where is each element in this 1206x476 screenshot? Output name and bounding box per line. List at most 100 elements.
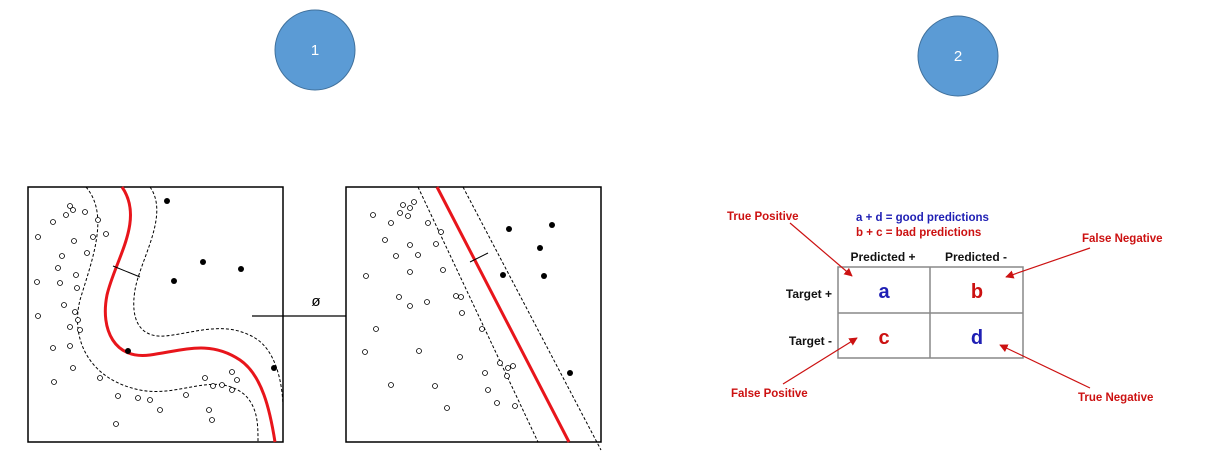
false-positive-arrow — [782, 337, 858, 385]
false-negative-arrow — [1005, 247, 1091, 279]
input-margin-indicator — [112, 265, 141, 278]
hollow-point — [157, 407, 163, 413]
cell-a: a — [878, 281, 890, 303]
hollow-point — [97, 375, 103, 381]
solid-point — [500, 272, 506, 278]
false-positive-label: False Positive — [731, 388, 808, 400]
solid-point — [171, 278, 177, 284]
hollow-point — [396, 294, 402, 300]
true-negative-arrow — [999, 344, 1091, 389]
hollow-point — [388, 382, 394, 388]
feature-margin-inner — [417, 186, 539, 443]
solid-point — [537, 245, 543, 251]
feature-margin-outer — [462, 186, 602, 451]
hollow-point — [362, 349, 368, 355]
hollow-point — [424, 299, 430, 305]
hollow-point — [505, 365, 511, 371]
solid-point — [238, 266, 244, 272]
hollow-point — [497, 360, 503, 366]
input-margin-outer — [133, 186, 284, 406]
hollow-point — [397, 210, 403, 216]
hollow-point — [485, 387, 491, 393]
hollow-point — [209, 417, 215, 423]
solid-point — [271, 365, 277, 371]
hollow-point — [438, 229, 444, 235]
matrix-grid — [837, 266, 1024, 359]
hollow-point — [70, 207, 76, 213]
feature-hollow-points — [362, 199, 518, 411]
hollow-point — [70, 365, 76, 371]
hollow-point — [440, 267, 446, 273]
solid-point — [506, 226, 512, 232]
hollow-point — [388, 220, 394, 226]
hollow-point — [71, 238, 77, 244]
hollow-point — [479, 326, 485, 332]
hollow-point — [229, 369, 235, 375]
hollow-point — [416, 348, 422, 354]
hollow-point — [453, 293, 459, 299]
hollow-point — [494, 400, 500, 406]
hollow-point — [73, 272, 79, 278]
hollow-point — [425, 220, 431, 226]
false-negative-label: False Negative — [1082, 233, 1163, 245]
solid-point — [164, 198, 170, 204]
hollow-point — [35, 234, 41, 240]
hollow-point — [400, 202, 406, 208]
hollow-point — [458, 294, 464, 300]
hollow-point — [363, 273, 369, 279]
hollow-point — [59, 253, 65, 259]
badge-1-circle — [274, 9, 356, 91]
feature-margin-indicator — [469, 252, 489, 263]
hollow-point — [202, 375, 208, 381]
hollow-point — [433, 241, 439, 247]
hollow-point — [147, 397, 153, 403]
hollow-point — [135, 395, 141, 401]
hollow-point — [206, 407, 212, 413]
hollow-point — [411, 199, 417, 205]
hollow-point — [63, 212, 69, 218]
hollow-point — [229, 387, 235, 393]
hollow-point — [67, 324, 73, 330]
input-decision-boundary — [103, 186, 277, 443]
hollow-point — [72, 309, 78, 315]
confusion-matrix: a + d = good predictions b + c = bad pre… — [718, 196, 1195, 416]
hollow-point — [234, 377, 240, 383]
hollow-point — [67, 203, 73, 209]
hollow-point — [382, 237, 388, 243]
hollow-point — [510, 363, 516, 369]
input-solid-points — [125, 198, 277, 371]
feature-decision-boundary — [435, 186, 571, 443]
cell-c: c — [878, 327, 889, 349]
good-predictions-note: a + d = good predictions — [856, 212, 989, 224]
input-space-frame — [27, 186, 284, 443]
hollow-point — [35, 313, 41, 319]
hollow-point — [84, 250, 90, 256]
solid-point — [541, 273, 547, 279]
hollow-point — [34, 279, 40, 285]
hollow-point — [82, 209, 88, 215]
hollow-point — [459, 310, 465, 316]
hollow-point — [407, 303, 413, 309]
hollow-point — [405, 213, 411, 219]
hollow-point — [74, 285, 80, 291]
hollow-point — [67, 343, 73, 349]
feature-map-label: ø — [311, 293, 320, 310]
hollow-point — [407, 269, 413, 275]
hollow-point — [90, 234, 96, 240]
hollow-point — [113, 421, 119, 427]
solid-point — [567, 370, 573, 376]
badge-1-label: 1 — [311, 42, 319, 59]
hollow-point — [432, 383, 438, 389]
hollow-point — [373, 326, 379, 332]
hollow-point — [77, 327, 83, 333]
hollow-point — [51, 379, 57, 385]
hollow-point — [55, 265, 61, 271]
hollow-point — [444, 405, 450, 411]
badge-2-label: 2 — [954, 48, 962, 65]
hollow-point — [103, 231, 109, 237]
true-positive-label: True Positive — [727, 211, 799, 223]
true-positive-arrow — [789, 222, 853, 277]
hollow-point — [183, 392, 189, 398]
hollow-point — [50, 345, 56, 351]
